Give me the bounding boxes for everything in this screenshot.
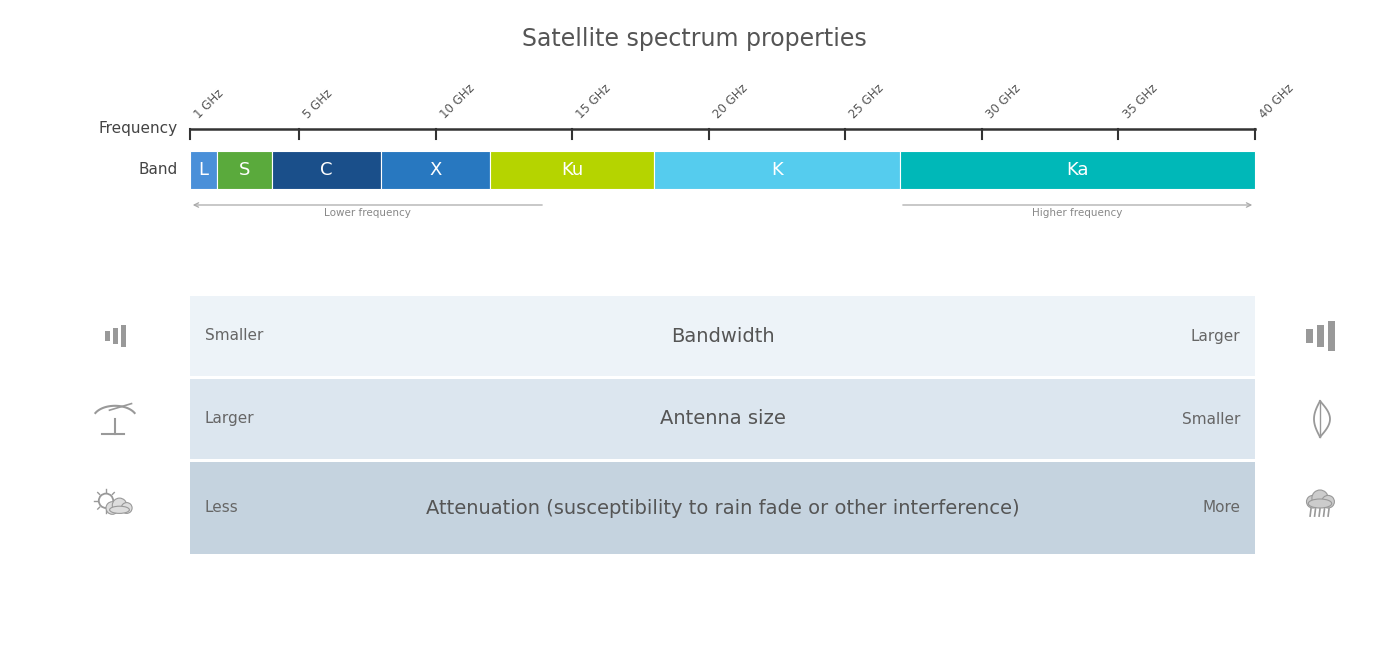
Ellipse shape bbox=[110, 506, 129, 513]
Circle shape bbox=[121, 502, 132, 513]
Text: Larger: Larger bbox=[206, 411, 254, 427]
Text: Less: Less bbox=[206, 500, 239, 516]
Text: Band: Band bbox=[139, 163, 178, 177]
Text: Attenuation (susceptibility to rain fade or other interference): Attenuation (susceptibility to rain fade… bbox=[425, 498, 1020, 518]
Text: 1 GHz: 1 GHz bbox=[192, 87, 226, 121]
Bar bbox=[190, 296, 1256, 376]
Text: Smaller: Smaller bbox=[206, 328, 264, 343]
Bar bbox=[272, 151, 381, 189]
Bar bbox=[381, 151, 490, 189]
Text: S: S bbox=[239, 161, 250, 179]
Circle shape bbox=[1322, 496, 1335, 508]
Circle shape bbox=[106, 502, 118, 514]
Text: Frequency: Frequency bbox=[99, 122, 178, 136]
Bar bbox=[113, 328, 118, 344]
Text: Satellite spectrum properties: Satellite spectrum properties bbox=[522, 27, 867, 51]
Text: Ka: Ka bbox=[1067, 161, 1089, 179]
Text: 15 GHz: 15 GHz bbox=[574, 82, 614, 121]
Text: 10 GHz: 10 GHz bbox=[438, 82, 478, 121]
Text: Smaller: Smaller bbox=[1182, 411, 1240, 427]
Text: Ku: Ku bbox=[561, 161, 583, 179]
Text: Antenna size: Antenna size bbox=[660, 409, 785, 429]
Bar bbox=[1317, 325, 1324, 347]
Circle shape bbox=[113, 498, 126, 512]
Bar bbox=[190, 379, 1256, 459]
Bar bbox=[1306, 329, 1313, 343]
Circle shape bbox=[1311, 490, 1328, 506]
Text: 25 GHz: 25 GHz bbox=[847, 82, 886, 121]
Text: 40 GHz: 40 GHz bbox=[1257, 82, 1296, 121]
Text: X: X bbox=[429, 161, 442, 179]
Text: K: K bbox=[771, 161, 783, 179]
Text: More: More bbox=[1201, 500, 1240, 516]
Bar bbox=[490, 151, 654, 189]
Bar bbox=[1328, 321, 1335, 351]
Bar bbox=[190, 462, 1256, 554]
Bar bbox=[104, 331, 110, 341]
Bar bbox=[900, 151, 1256, 189]
Text: Bandwidth: Bandwidth bbox=[671, 326, 774, 345]
Bar bbox=[654, 151, 900, 189]
Ellipse shape bbox=[1308, 499, 1332, 508]
Circle shape bbox=[1307, 496, 1320, 508]
Text: 35 GHz: 35 GHz bbox=[1121, 82, 1160, 121]
Bar bbox=[121, 325, 125, 347]
Text: C: C bbox=[321, 161, 333, 179]
Text: 20 GHz: 20 GHz bbox=[711, 82, 750, 121]
Text: L: L bbox=[199, 161, 208, 179]
Text: 30 GHz: 30 GHz bbox=[983, 82, 1024, 121]
Bar bbox=[217, 151, 272, 189]
Text: Higher frequency: Higher frequency bbox=[1032, 208, 1122, 218]
Text: 5 GHz: 5 GHz bbox=[301, 87, 335, 121]
Text: Lower frequency: Lower frequency bbox=[324, 208, 411, 218]
Bar bbox=[190, 151, 217, 189]
Text: Larger: Larger bbox=[1190, 328, 1240, 343]
